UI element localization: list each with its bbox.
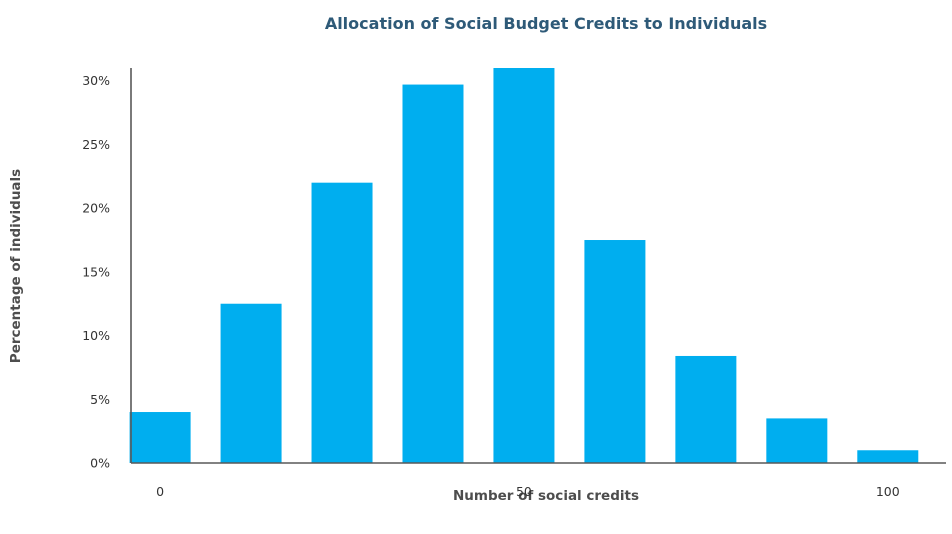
x-axis-label: Number of social credits	[453, 488, 639, 504]
bar-0	[129, 412, 191, 463]
y-axis-label: Percentage of individuals	[8, 169, 24, 363]
x-tick-label-1: 50	[516, 484, 532, 499]
x-tick-label-0: 0	[156, 484, 164, 499]
y-tick-label-1: 5%	[90, 392, 110, 407]
y-tick-label-3: 15%	[82, 264, 110, 279]
y-tick-label-5: 25%	[82, 137, 110, 152]
bar-4	[493, 68, 555, 463]
bar-2	[311, 182, 373, 463]
y-tick-label-6: 30%	[82, 73, 110, 88]
y-tick-label-2: 10%	[82, 328, 110, 343]
bar-8	[857, 450, 919, 463]
bars-group	[129, 68, 919, 463]
bar-1	[220, 303, 282, 463]
x-tick-label-2: 100	[876, 484, 900, 499]
bar-5	[584, 240, 646, 463]
y-tick-label-0: 0%	[90, 456, 110, 471]
y-tick-label-4: 20%	[82, 201, 110, 216]
chart-title: Allocation of Social Budget Credits to I…	[325, 14, 767, 33]
x-tick-labels: 0 50 100	[156, 484, 900, 499]
bar-3	[402, 84, 464, 463]
bar-6	[675, 355, 737, 463]
bar-7	[766, 418, 828, 463]
y-tick-labels: 0% 5% 10% 15% 20% 25% 30%	[82, 73, 110, 470]
